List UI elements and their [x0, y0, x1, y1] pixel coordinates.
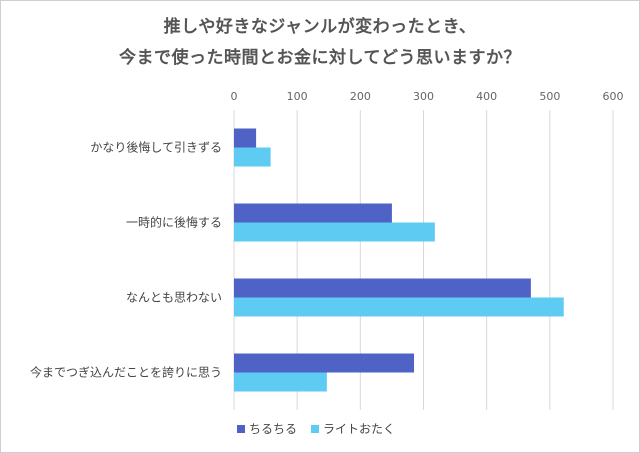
bar-series2-0 [234, 147, 271, 167]
x-tick-label-600: 600 [603, 90, 624, 103]
legend-label-0: ちるちる [249, 422, 297, 436]
bar-series1-1 [234, 203, 392, 223]
category-label-3: 今までつぎ込んだことを誇りに思う [30, 365, 222, 380]
category-label-2: なんとも思わない [126, 291, 222, 305]
bar-series1-3 [234, 353, 415, 373]
chart-title-line-1: 推しや好きなジャンルが変わったとき、 [163, 17, 477, 37]
bar-series2-1 [234, 222, 435, 242]
x-tick-label-500: 500 [539, 90, 560, 103]
x-tick-label-200: 200 [350, 90, 371, 103]
x-tick-label-400: 400 [476, 90, 497, 103]
legend-swatch-0 [237, 425, 245, 433]
legend-label-1: ライトおたく [323, 422, 395, 436]
category-label-0: かなり後悔して引きずる [90, 140, 222, 155]
bar-series2-3 [234, 372, 327, 392]
x-tick-label-0: 0 [231, 90, 238, 103]
category-label-1: 一時的に後悔する [126, 215, 222, 230]
x-tick-label-300: 300 [413, 90, 434, 103]
bar-series1-0 [234, 128, 257, 148]
legend-swatch-1 [311, 425, 320, 433]
x-tick-label-100: 100 [287, 90, 308, 103]
bar-series2-2 [234, 297, 564, 317]
bar-series1-2 [234, 278, 531, 298]
chart-title-line-2: 今まで使った時間とお金に対してどう思いますか？ [119, 48, 521, 68]
